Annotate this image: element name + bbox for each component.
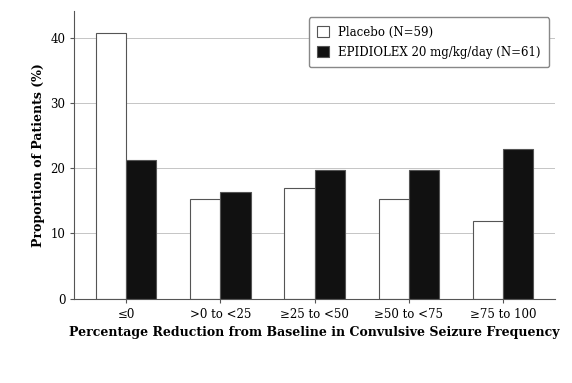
Y-axis label: Proportion of Patients (%): Proportion of Patients (%) — [32, 63, 45, 247]
Legend: Placebo (N=59), EPIDIOLEX 20 mg/kg/day (N=61): Placebo (N=59), EPIDIOLEX 20 mg/kg/day (… — [309, 17, 549, 67]
Bar — [503, 149, 533, 299]
Bar — [379, 199, 409, 299]
X-axis label: Percentage Reduction from Baseline in Convulsive Seizure Frequency: Percentage Reduction from Baseline in Co… — [69, 326, 560, 339]
Bar — [472, 221, 503, 299]
Bar — [284, 188, 315, 299]
Bar — [190, 199, 220, 299]
Bar — [126, 160, 157, 299]
Bar — [96, 33, 126, 299]
Bar — [315, 170, 345, 299]
Bar — [409, 170, 439, 299]
Bar — [220, 192, 251, 299]
